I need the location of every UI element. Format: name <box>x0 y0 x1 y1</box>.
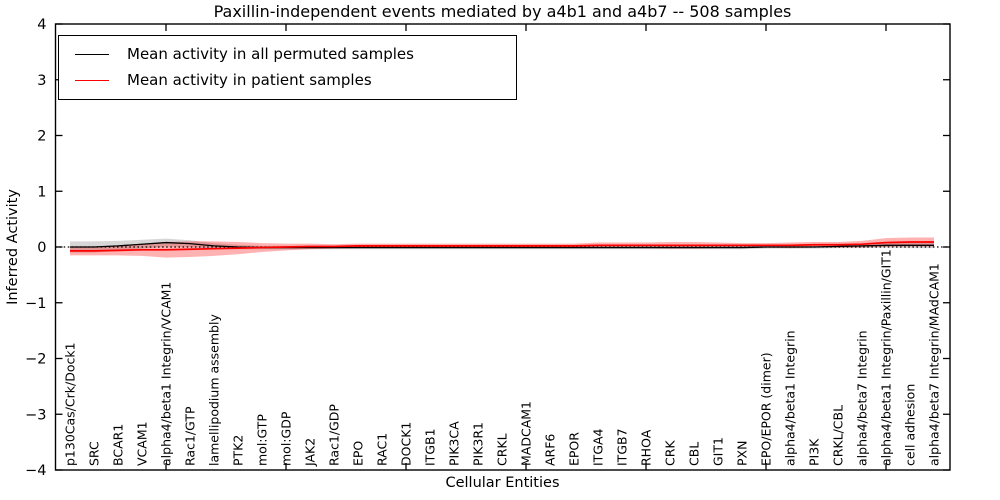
legend-label-patient: Mean activity in patient samples <box>127 71 372 89</box>
x-category-label: mol:GDP <box>279 411 294 466</box>
x-category-label: Rac1/GTP <box>183 406 198 466</box>
x-category-label: PIK3CA <box>447 421 462 466</box>
x-category-label: ITGA4 <box>591 428 606 466</box>
y-axis-label: Inferred Activity <box>5 189 21 305</box>
band-series-0 <box>70 238 934 253</box>
x-category-label: alpha4/beta1 Integrin <box>783 330 798 466</box>
x-category-label: alpha4/beta7 Integrin/MAdCAM1 <box>927 263 942 466</box>
x-category-label: RAC1 <box>375 433 390 466</box>
x-category-label: PI3K <box>807 438 822 466</box>
x-category-label: EPO/EPOR (dimer) <box>759 352 774 466</box>
x-category-label: alpha4/beta1 Integrin/Paxillin/GIT1 <box>879 249 894 466</box>
x-category-label: MADCAM1 <box>519 401 534 466</box>
x-category-label: CRKL/CBL <box>831 405 846 466</box>
x-category-label: alpha4/beta1 Integrin/VCAM1 <box>159 282 174 466</box>
legend-box: Mean activity in all permuted samples Me… <box>58 35 517 100</box>
x-category-label: EPOR <box>567 432 582 466</box>
y-tick-label: 4 <box>37 17 46 33</box>
x-category-label: lamellipodium assembly <box>207 314 222 466</box>
x-category-label: PXN <box>735 441 750 466</box>
x-category-label: CRK <box>663 440 678 466</box>
y-tick-label: 3 <box>37 73 46 89</box>
line-series-0 <box>70 241 934 249</box>
patient-line-sample <box>75 79 109 81</box>
x-category-label: VCAM1 <box>135 421 150 466</box>
y-tick-label: −2 <box>25 352 46 368</box>
x-category-label: ARF6 <box>543 434 558 466</box>
x-category-label: SRC <box>87 441 102 466</box>
x-category-label: GIT1 <box>711 437 726 466</box>
x-category-label: cell adhesion <box>903 384 918 466</box>
x-category-label: JAK2 <box>303 438 318 467</box>
legend-entry-patient: Mean activity in patient samples <box>59 67 516 93</box>
x-axis-label: Cellular Entities <box>445 475 560 491</box>
legend-label-permuted: Mean activity in all permuted samples <box>127 45 414 63</box>
y-tick-label: 2 <box>37 129 46 145</box>
y-tick-label: −3 <box>25 407 46 423</box>
y-tick-label: −1 <box>25 296 46 312</box>
y-tick-label: −4 <box>25 463 46 479</box>
x-category-label: DOCK1 <box>399 422 414 466</box>
x-category-label: ITGB1 <box>423 428 438 466</box>
x-category-label: ITGB7 <box>615 428 630 466</box>
y-tick-label: 1 <box>37 184 46 200</box>
x-category-label: CRKL <box>495 433 510 466</box>
x-category-label: BCAR1 <box>111 424 126 466</box>
x-category-label: EPO <box>351 441 366 466</box>
x-category-label: PTK2 <box>231 435 246 466</box>
x-category-label: CBL <box>687 442 702 466</box>
x-category-label: RHOA <box>639 429 654 466</box>
legend-entry-permuted: Mean activity in all permuted samples <box>59 41 516 67</box>
y-tick-label: 0 <box>37 240 46 256</box>
x-category-label: Rac1/GDP <box>327 404 342 466</box>
permuted-line-sample <box>75 53 109 55</box>
x-category-label: p130Cas/Crk/Dock1 <box>63 342 78 466</box>
x-category-label: PIK3R1 <box>471 422 486 466</box>
x-category-label: alpha4/beta7 Integrin <box>855 330 870 466</box>
line-series-1 <box>70 241 934 252</box>
x-category-label: mol:GTP <box>255 414 270 466</box>
chart-title: Paxillin-independent events mediated by … <box>213 2 792 21</box>
